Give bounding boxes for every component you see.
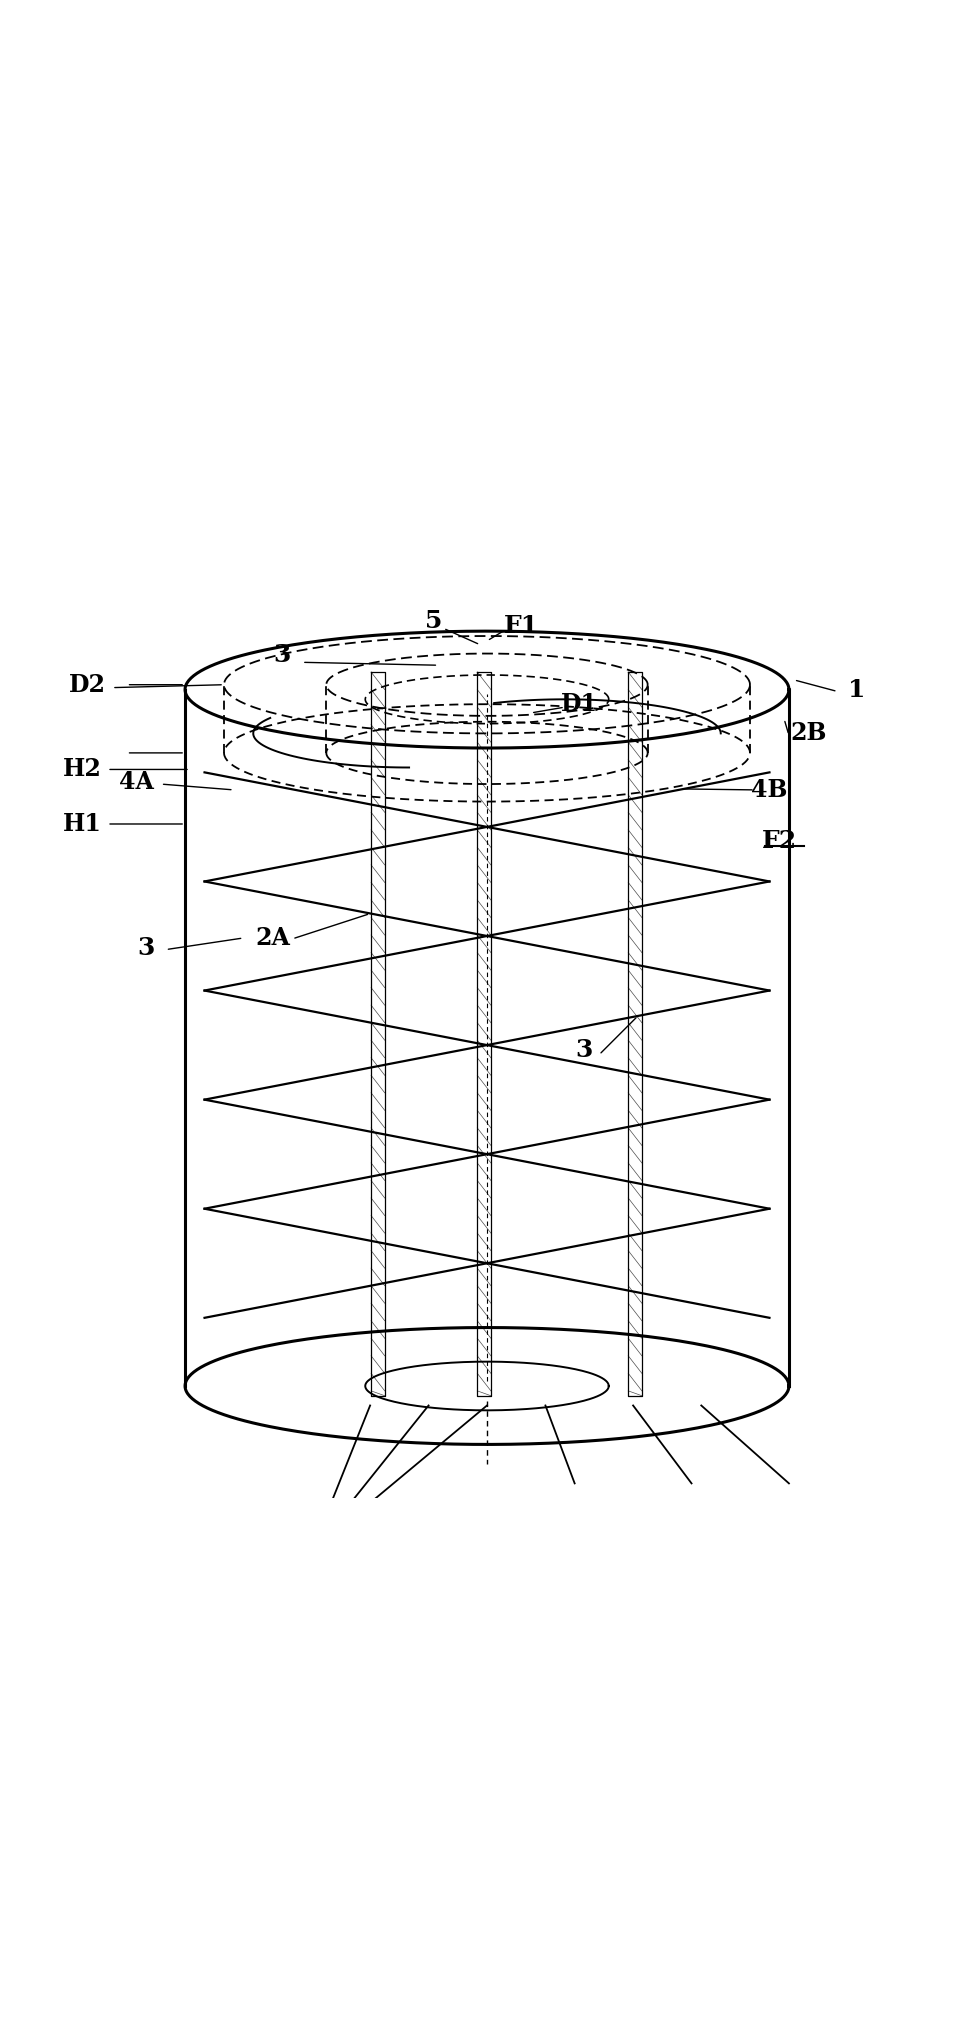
Text: 3: 3	[576, 1037, 593, 1062]
Text: H2: H2	[63, 758, 102, 780]
Text: 5: 5	[425, 609, 442, 633]
Text: H1: H1	[63, 813, 102, 835]
Text: F1: F1	[504, 615, 539, 639]
Text: D2: D2	[69, 673, 106, 698]
Text: 3: 3	[137, 936, 155, 960]
Text: 2B: 2B	[790, 722, 827, 746]
Text: 1: 1	[848, 677, 866, 702]
Text: 3: 3	[274, 643, 291, 667]
Text: F2: F2	[762, 829, 797, 853]
Text: 2A: 2A	[255, 926, 290, 950]
Text: D1: D1	[561, 692, 598, 716]
Text: 4A: 4A	[119, 770, 154, 795]
Text: 4B: 4B	[751, 778, 788, 803]
